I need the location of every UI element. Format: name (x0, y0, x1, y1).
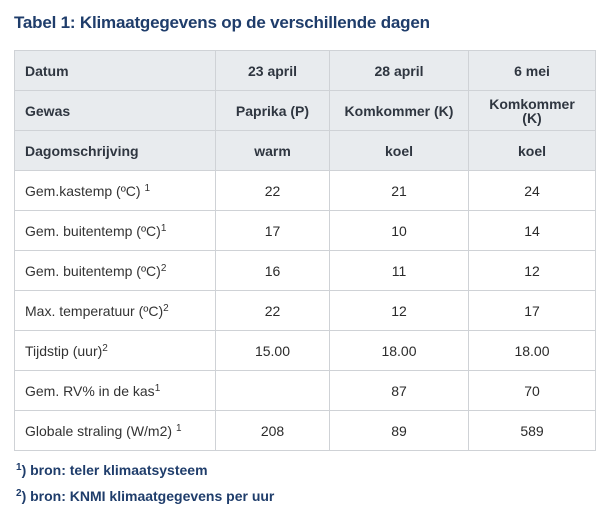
footnote-1: 1) bron: teler klimaatsysteem (16, 462, 208, 478)
table-cell (215, 370, 330, 411)
table-row: Gem. buitentemp (ºC)1 17 10 14 (14, 210, 596, 251)
header-row-gewas: Gewas Paprika (P) Komkommer (K) Komkomme… (14, 90, 596, 131)
header-cell: 23 april (215, 50, 330, 91)
header-row-datum: Datum 23 april 28 april 6 mei (14, 50, 596, 91)
table-cell: 11 (329, 250, 469, 291)
table-row: Gem. buitentemp (ºC)2 16 11 12 (14, 250, 596, 291)
table-cell: 16 (215, 250, 330, 291)
table-cell: 17 (468, 290, 596, 331)
header-cell: koel (329, 130, 469, 171)
table-cell: 17 (215, 210, 330, 251)
table-title: Tabel 1: Klimaatgegevens op de verschill… (14, 13, 430, 32)
header-label: Gewas (14, 90, 216, 131)
table-cell: 12 (329, 290, 469, 331)
table-row: Max. temperatuur (ºC)2 22 12 17 (14, 290, 596, 331)
header-cell: Komkommer (K) (468, 90, 596, 131)
table-row: Gem. RV% in de kas1 87 70 (14, 370, 596, 411)
table-cell: 70 (468, 370, 596, 411)
table-cell: 21 (329, 170, 469, 211)
table-cell: 208 (215, 410, 330, 451)
table-cell: 18.00 (329, 330, 469, 371)
header-cell: koel (468, 130, 596, 171)
footnote-2: 2) bron: KNMI klimaatgegevens per uur (16, 488, 275, 504)
header-cell: warm (215, 130, 330, 171)
row-label: Gem. buitentemp (ºC)2 (14, 250, 216, 291)
header-label: Datum (14, 50, 216, 91)
table-cell: 10 (329, 210, 469, 251)
table-row: Tijdstip (uur)2 15.00 18.00 18.00 (14, 330, 596, 371)
table-cell: 87 (329, 370, 469, 411)
row-label: Globale straling (W/m2) 1 (14, 410, 216, 451)
table-cell: 24 (468, 170, 596, 211)
header-cell: Paprika (P) (215, 90, 330, 131)
table-cell: 22 (215, 290, 330, 331)
table-cell: 12 (468, 250, 596, 291)
header-cell: Komkommer (K) (329, 90, 469, 131)
header-cell: 6 mei (468, 50, 596, 91)
header-cell: 28 april (329, 50, 469, 91)
climate-table: Datum 23 april 28 april 6 mei Gewas Papr… (14, 50, 596, 451)
row-label: Max. temperatuur (ºC)2 (14, 290, 216, 331)
row-label: Gem.kastemp (ºC) 1 (14, 170, 216, 211)
row-label: Gem. RV% in de kas1 (14, 370, 216, 411)
header-label: Dagomschrijving (14, 130, 216, 171)
table-row: Gem.kastemp (ºC) 1 22 21 24 (14, 170, 596, 211)
table-cell: 18.00 (468, 330, 596, 371)
table-row: Globale straling (W/m2) 1 208 89 589 (14, 410, 596, 451)
row-label: Gem. buitentemp (ºC)1 (14, 210, 216, 251)
header-row-dagomschrijving: Dagomschrijving warm koel koel (14, 130, 596, 171)
table-cell: 589 (468, 410, 596, 451)
table-cell: 14 (468, 210, 596, 251)
row-label: Tijdstip (uur)2 (14, 330, 216, 371)
table-cell: 15.00 (215, 330, 330, 371)
table-cell: 89 (329, 410, 469, 451)
table-cell: 22 (215, 170, 330, 211)
